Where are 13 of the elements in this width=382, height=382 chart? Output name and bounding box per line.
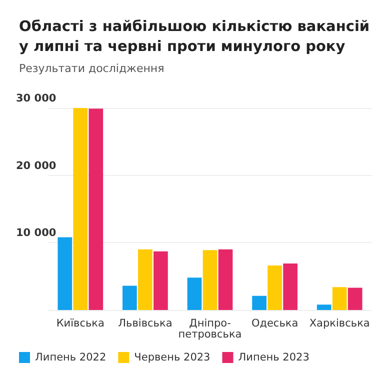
legend-label: Липень 2022 <box>35 352 106 364</box>
chart-subtitle: Результати дослідження <box>19 62 164 75</box>
legend-label: Липень 2023 <box>238 352 310 364</box>
x-tick-label: Львівська <box>118 318 172 330</box>
y-tick-label: 20 000 <box>16 160 56 172</box>
x-tick-label: Дніпро-петровська <box>178 318 242 340</box>
legend-label: Червень 2023 <box>134 352 210 364</box>
x-tick-label: Одеська <box>251 318 298 330</box>
chart-title: Області з найбільшою кількістю вакансій у липні та червні проти минулого року <box>19 19 370 55</box>
y-tick-label: 10 000 <box>16 227 56 240</box>
x-tick-label: Харківська <box>309 318 370 330</box>
y-tick-label: 30 000 <box>16 92 56 104</box>
x-tick-label: Київська <box>56 318 104 330</box>
